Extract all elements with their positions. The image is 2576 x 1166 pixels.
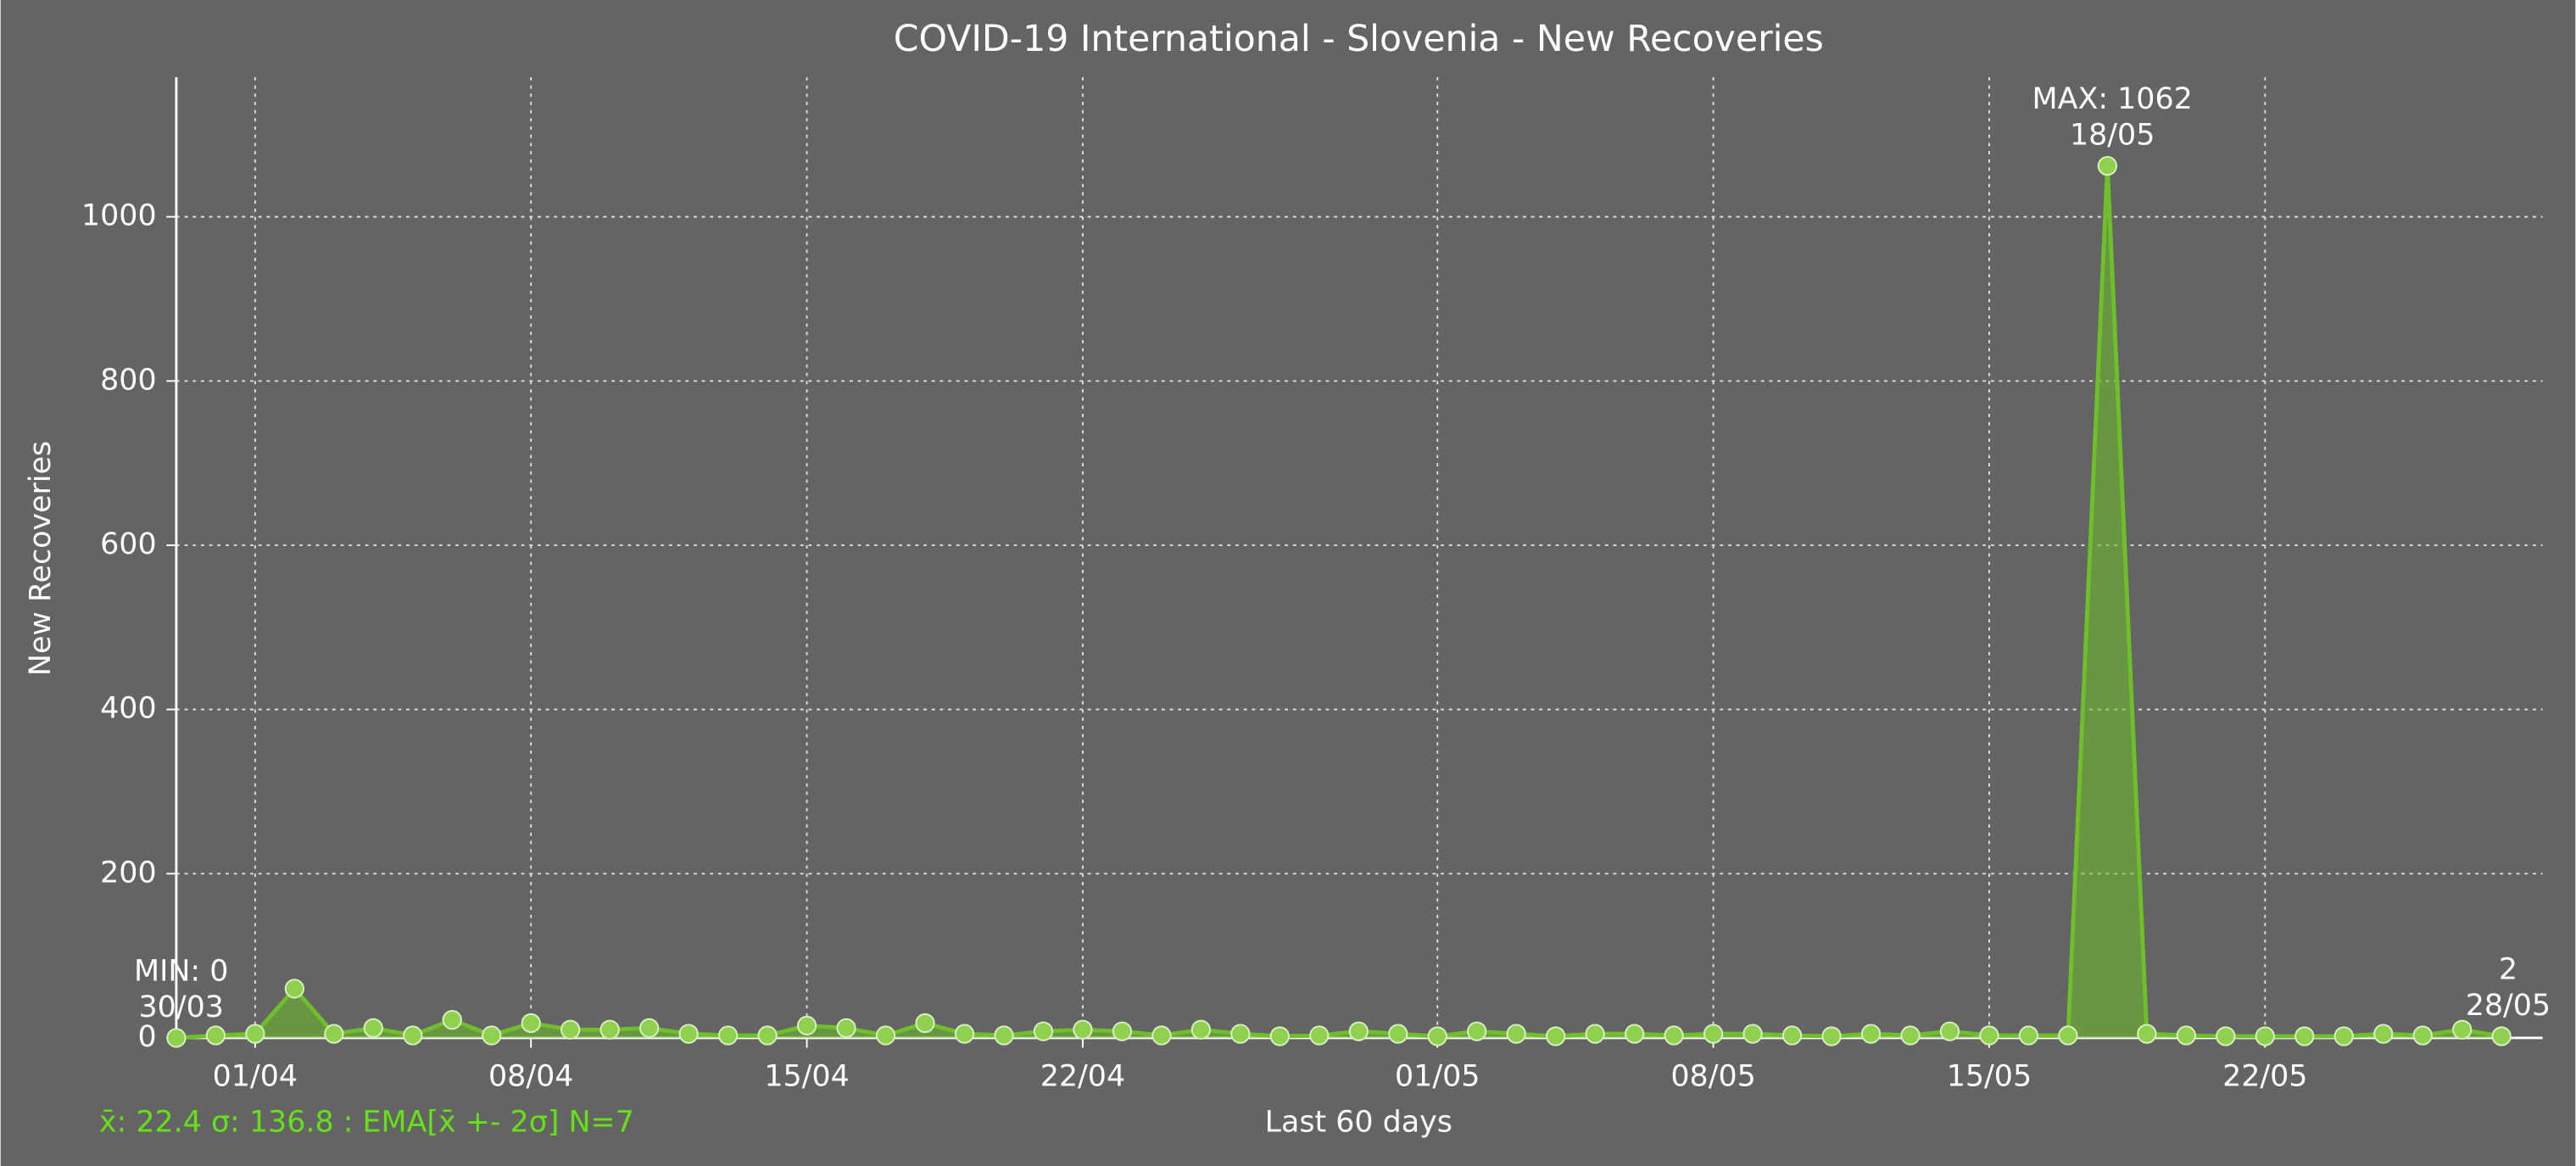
point bbox=[1900, 1025, 1921, 1046]
point bbox=[2373, 1024, 2394, 1044]
point bbox=[324, 1024, 344, 1044]
point bbox=[1073, 1019, 1093, 1040]
point bbox=[1625, 1024, 1645, 1044]
x-tick-label: 22/04 bbox=[1040, 1059, 1125, 1093]
annotation-date: 28/05 bbox=[2466, 989, 2551, 1023]
point bbox=[2255, 1026, 2275, 1046]
annotation: MIN: 0 bbox=[134, 954, 228, 988]
point bbox=[717, 1025, 739, 1046]
x-axis-label: Last 60 days bbox=[1265, 1106, 1452, 1140]
point bbox=[994, 1025, 1014, 1046]
point bbox=[403, 1025, 423, 1046]
point bbox=[796, 1015, 817, 1036]
point bbox=[1703, 1024, 1724, 1044]
point bbox=[1742, 1024, 1763, 1044]
point bbox=[2412, 1025, 2433, 1046]
point bbox=[1664, 1025, 1684, 1046]
point bbox=[2216, 1026, 2236, 1046]
y-tick-label: 800 bbox=[100, 363, 157, 397]
point bbox=[2018, 1025, 2039, 1046]
point bbox=[1821, 1026, 1842, 1046]
x-tick-label: 22/05 bbox=[2222, 1059, 2307, 1093]
y-axis-label: New Recoveries bbox=[24, 441, 58, 676]
point bbox=[442, 1010, 462, 1030]
point bbox=[2058, 1025, 2078, 1046]
chart-title: COVID-19 International - Slovenia - New … bbox=[894, 18, 1824, 60]
point bbox=[757, 1025, 778, 1046]
point bbox=[1309, 1025, 1330, 1046]
point bbox=[2491, 1026, 2512, 1046]
point bbox=[2137, 1024, 2157, 1044]
x-tick-label: 08/04 bbox=[488, 1059, 573, 1093]
point bbox=[363, 1018, 383, 1038]
x-tick-label: 01/05 bbox=[1395, 1059, 1480, 1093]
stats-text: x̄: 22.4 σ: 136.8 : EMA[x̄ +- 2σ] N=7 bbox=[99, 1106, 634, 1140]
point bbox=[1151, 1025, 1172, 1046]
point bbox=[875, 1025, 896, 1046]
y-tick-label: 400 bbox=[100, 692, 157, 726]
point bbox=[1112, 1021, 1133, 1041]
x-tick-label: 15/05 bbox=[1947, 1059, 2032, 1093]
point bbox=[1506, 1024, 1526, 1044]
y-tick-label: 200 bbox=[100, 856, 157, 890]
point bbox=[284, 979, 304, 999]
point bbox=[205, 1025, 226, 1046]
x-tick-label: 08/05 bbox=[1670, 1059, 1755, 1093]
point bbox=[678, 1024, 699, 1044]
point bbox=[1033, 1021, 1054, 1041]
y-tick-label: 1000 bbox=[81, 199, 157, 233]
annotation-date: 30/03 bbox=[139, 990, 224, 1024]
point bbox=[2176, 1025, 2196, 1046]
point bbox=[2333, 1026, 2354, 1046]
point bbox=[166, 1028, 187, 1048]
point bbox=[2294, 1026, 2315, 1046]
point bbox=[1939, 1021, 1960, 1041]
point bbox=[560, 1019, 581, 1040]
x-tick-label: 01/04 bbox=[213, 1059, 298, 1093]
point bbox=[639, 1018, 660, 1038]
point bbox=[1546, 1026, 1566, 1046]
point bbox=[1190, 1019, 1211, 1040]
point bbox=[836, 1018, 856, 1038]
point bbox=[1979, 1025, 1999, 1046]
point bbox=[1585, 1024, 1605, 1044]
point bbox=[2097, 155, 2117, 176]
point bbox=[521, 1013, 541, 1034]
point bbox=[2452, 1019, 2473, 1040]
x-tick-label: 15/04 bbox=[764, 1059, 849, 1093]
annotation: 2 bbox=[2499, 953, 2517, 987]
point bbox=[599, 1019, 620, 1040]
point bbox=[482, 1025, 502, 1046]
point bbox=[1781, 1025, 1803, 1046]
point bbox=[1427, 1026, 1447, 1046]
point bbox=[1388, 1024, 1408, 1044]
point bbox=[1269, 1026, 1290, 1046]
y-tick-label: 0 bbox=[137, 1020, 156, 1054]
point bbox=[1230, 1024, 1251, 1044]
point bbox=[954, 1024, 975, 1044]
annotation-date: 18/05 bbox=[2070, 119, 2155, 153]
point bbox=[1348, 1021, 1369, 1041]
point bbox=[1860, 1024, 1882, 1044]
annotation: MAX: 1062 bbox=[2032, 82, 2193, 116]
point bbox=[915, 1013, 935, 1034]
point bbox=[245, 1024, 265, 1044]
point bbox=[1467, 1021, 1487, 1041]
y-tick-label: 600 bbox=[100, 527, 157, 561]
